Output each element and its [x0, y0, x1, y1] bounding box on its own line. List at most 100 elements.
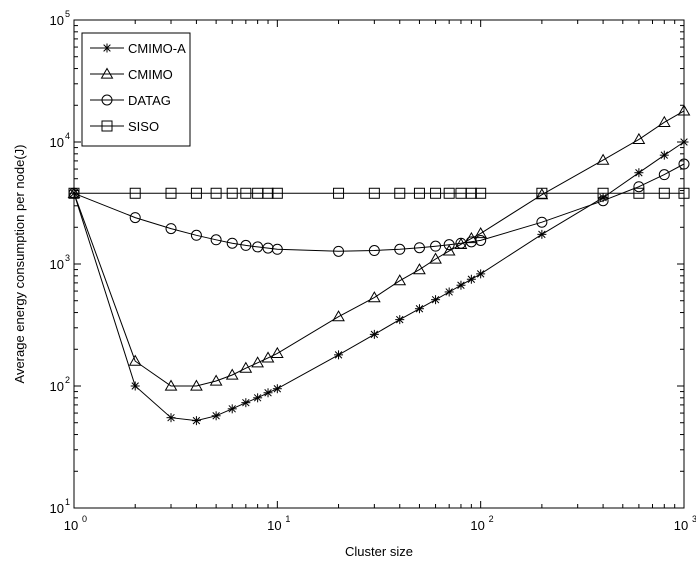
data-point: [394, 243, 406, 255]
data-point: [191, 416, 201, 426]
data-point: [190, 187, 202, 199]
legend-marker: [101, 94, 113, 106]
x-tick-exponent: 2: [489, 514, 494, 524]
x-tick-exponent: 1: [285, 514, 290, 524]
x-tick-exponent: 3: [692, 514, 696, 524]
data-point: [333, 187, 345, 199]
y-tick-exponent: 5: [65, 9, 70, 19]
legend: CMIMO-A CMIMO DATAG SISO: [81, 32, 191, 147]
data-point: [211, 411, 221, 421]
data-point: [634, 168, 644, 178]
data-point: [239, 361, 253, 373]
y-axis-title: Average energy consumption per node(J): [12, 145, 27, 384]
data-point: [270, 346, 284, 359]
data-point: [369, 329, 379, 339]
y-tick-exponent: 1: [65, 497, 70, 507]
data-point: [632, 132, 646, 145]
data-point: [633, 181, 645, 193]
data-point: [190, 229, 202, 241]
y-tick-exponent: 3: [65, 253, 70, 263]
data-point: [596, 153, 610, 165]
data-point: [210, 187, 222, 199]
x-tick-label: 10: [470, 518, 484, 533]
data-point: [465, 187, 477, 199]
series-line: [73, 141, 685, 422]
series-triangle: [67, 104, 691, 391]
data-point: [226, 237, 238, 249]
data-point: [128, 354, 142, 366]
legend-box: [81, 32, 191, 147]
data-point: [658, 187, 670, 199]
data-point: [130, 381, 140, 391]
x-tick-label: 10: [674, 518, 688, 533]
data-point: [633, 187, 645, 199]
y-tick-label: 10: [50, 379, 64, 394]
series-square: [68, 187, 690, 199]
data-point: [678, 158, 690, 170]
data-point: [240, 187, 252, 199]
data-point: [262, 187, 274, 199]
data-point: [190, 379, 203, 391]
data-point: [333, 245, 345, 257]
data-point: [413, 187, 425, 199]
data-point: [368, 187, 380, 199]
legend-entry: DATAG: [90, 93, 171, 108]
data-point: [536, 187, 548, 199]
series-group: [67, 104, 691, 426]
data-point: [444, 287, 454, 297]
data-point: [332, 310, 345, 322]
legend-entry: CMIMO: [90, 67, 173, 82]
data-point: [414, 304, 424, 314]
data-point: [395, 315, 405, 325]
data-point: [252, 241, 264, 253]
data-point: [129, 187, 141, 199]
data-point: [226, 187, 238, 199]
axis-ticks: 10 0 10 1 10 2 10 310 110 210 310 410 5: [50, 9, 696, 533]
data-point: [677, 104, 691, 116]
x-tick-label: 10: [267, 518, 281, 533]
data-point: [430, 240, 442, 252]
data-point: [430, 187, 442, 199]
data-point: [443, 239, 455, 251]
data-point: [240, 239, 252, 251]
data-point: [367, 291, 381, 303]
data-point: [597, 195, 609, 207]
data-point: [413, 242, 425, 254]
series-circle: [68, 158, 690, 257]
y-tick-label: 10: [50, 135, 64, 150]
legend-entry: CMIMO-A: [90, 41, 186, 56]
data-point: [225, 368, 239, 380]
data-point: [431, 295, 441, 305]
data-point: [658, 169, 670, 181]
data-point: [456, 280, 466, 290]
legend-marker: [100, 67, 114, 79]
y-tick-label: 10: [50, 13, 64, 28]
data-point: [166, 413, 176, 423]
data-point: [475, 187, 487, 199]
data-point: [442, 244, 456, 256]
data-point: [475, 234, 487, 246]
data-point: [262, 242, 274, 254]
data-point: [67, 186, 81, 198]
data-point: [429, 252, 442, 264]
data-point: [209, 374, 223, 386]
series-star: [69, 137, 689, 426]
data-point: [536, 216, 548, 228]
data-point: [476, 269, 486, 279]
data-point: [253, 393, 263, 403]
data-point: [537, 229, 547, 239]
data-point: [263, 388, 273, 398]
legend-marker: [102, 43, 112, 53]
legend-entry: SISO: [90, 119, 159, 134]
data-point: [129, 212, 141, 224]
y-tick-exponent: 2: [65, 375, 70, 385]
data-point: [165, 223, 177, 235]
data-point: [261, 351, 275, 363]
data-point: [68, 187, 80, 199]
data-point: [659, 150, 669, 160]
data-point: [271, 187, 283, 199]
legend-label: DATAG: [128, 93, 171, 108]
data-point: [210, 234, 222, 246]
x-tick-exponent: 0: [82, 514, 87, 524]
